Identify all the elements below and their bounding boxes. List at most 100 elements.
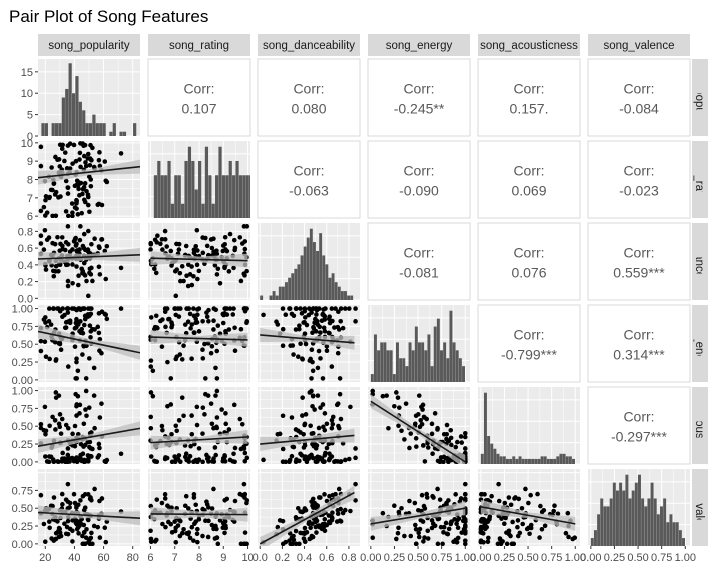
- scatter-point: [38, 233, 44, 239]
- histogram-bar: [518, 456, 522, 464]
- histogram-bar: [553, 458, 557, 464]
- scatter-point: [417, 526, 423, 532]
- histogram-bar: [102, 123, 106, 136]
- scatter-point: [416, 530, 421, 536]
- scatter-point: [462, 430, 468, 436]
- scatter-point: [73, 158, 79, 164]
- scatter-point: [97, 535, 103, 540]
- scatter-point: [72, 236, 78, 242]
- corr-label: Corr:: [623, 327, 654, 343]
- trend-line: [150, 436, 248, 444]
- scatter-point: [206, 319, 211, 324]
- scatter-point: [538, 503, 543, 509]
- scatter-point: [303, 507, 309, 513]
- scatter-point: [162, 496, 168, 501]
- scatter-point: [462, 497, 468, 503]
- scatter-point: [280, 518, 286, 524]
- scatter-point: [322, 411, 328, 416]
- scatter-point: [168, 248, 174, 254]
- histogram-bar: [521, 458, 525, 464]
- scatter-point: [302, 422, 307, 428]
- scatter-point: [62, 158, 67, 164]
- scatter-point: [499, 516, 504, 521]
- scatter-point: [189, 431, 195, 437]
- scatter-point: [181, 343, 186, 348]
- scatter-point: [69, 306, 75, 311]
- histogram-bar: [228, 160, 232, 218]
- scatter-point: [244, 268, 249, 274]
- x-tick-label: 8: [196, 552, 202, 564]
- scatter-point: [335, 324, 341, 330]
- histogram-bar: [260, 295, 264, 300]
- corr-value: -0.023: [619, 183, 659, 199]
- scatter-point: [97, 498, 102, 504]
- corr-value: -0.063: [289, 183, 329, 199]
- scatter-point: [67, 166, 73, 171]
- scatter-point: [418, 517, 424, 523]
- scatter-point: [332, 459, 337, 464]
- scatter-point: [213, 393, 218, 398]
- row-strip-label: song_rating: [693, 149, 705, 209]
- scatter-point: [421, 503, 427, 509]
- scatter-point: [193, 502, 198, 508]
- scatter-point: [416, 393, 422, 398]
- histogram-bar: [211, 203, 215, 218]
- corr-label: Corr:: [623, 81, 654, 97]
- scatter-point: [424, 491, 430, 497]
- scatter-point: [310, 430, 316, 436]
- scatter-point: [89, 241, 94, 247]
- scatter-point: [191, 459, 196, 464]
- scatter-point: [419, 492, 425, 498]
- scatter-point: [506, 495, 512, 500]
- panel-layer: [260, 228, 354, 300]
- scatter-point: [444, 431, 450, 437]
- scatter-point: [42, 404, 48, 410]
- corr-label: Corr:: [403, 163, 434, 179]
- scatter-point: [274, 319, 279, 325]
- scatter-point: [99, 237, 104, 242]
- scatter-point: [58, 241, 63, 247]
- scatter-point: [429, 431, 435, 437]
- scatter-point: [176, 241, 182, 247]
- scatter-point: [520, 521, 526, 527]
- scatter-point: [72, 443, 78, 449]
- scatter-point: [489, 493, 494, 499]
- scatter-point: [38, 492, 44, 498]
- row-strip: [692, 469, 708, 546]
- scatter-point: [196, 446, 202, 451]
- histogram-bar: [537, 458, 541, 464]
- correlation-panel: [587, 140, 691, 219]
- scatter-point: [195, 248, 200, 253]
- scatter-point: [321, 325, 327, 331]
- scatter-point: [283, 312, 289, 318]
- scatter-point: [59, 146, 65, 152]
- scatter-point: [456, 516, 462, 521]
- scatter-point: [57, 530, 63, 535]
- scatter-point: [300, 509, 305, 515]
- scatter-point: [188, 326, 193, 331]
- scatter-point: [74, 248, 80, 253]
- scatter-point: [184, 457, 189, 463]
- scatter-point: [67, 505, 72, 510]
- histogram-bar: [524, 458, 528, 464]
- histogram-bar: [281, 286, 285, 300]
- scatter-point: [506, 528, 512, 534]
- scatter-point: [291, 313, 297, 319]
- scatter-point: [242, 450, 248, 456]
- column-strip: [588, 34, 690, 56]
- scatter-point: [309, 376, 314, 381]
- corr-label: Corr:: [293, 81, 324, 97]
- scatter-point: [223, 421, 229, 427]
- scatter-point: [77, 237, 83, 243]
- row-strip: [692, 387, 708, 464]
- scatter-point: [97, 245, 102, 251]
- scatter-point: [203, 376, 208, 381]
- panel-layer: [590, 474, 685, 546]
- scatter-point: [203, 235, 208, 241]
- scatter-point: [148, 414, 154, 420]
- scatter-point: [214, 388, 220, 394]
- chart-title: Pair Plot of Song Features: [9, 7, 208, 26]
- histogram-bar: [54, 123, 59, 136]
- scatter-point: [47, 195, 52, 201]
- scatter-point: [79, 266, 85, 272]
